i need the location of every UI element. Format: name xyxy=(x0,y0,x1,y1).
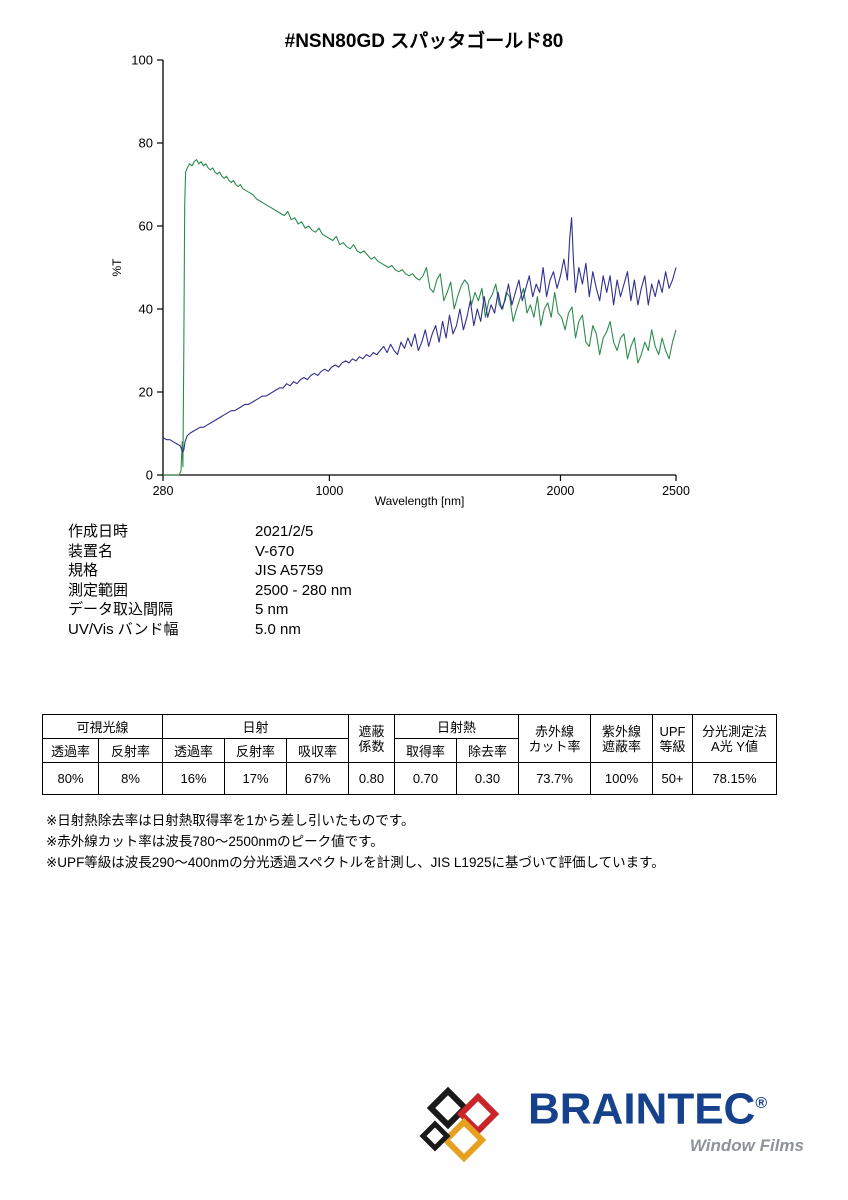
svg-text:0: 0 xyxy=(146,468,153,483)
value-upf: 50+ xyxy=(652,762,693,795)
col-group-solar: 日射 xyxy=(162,714,349,739)
col-group-solar-heat: 日射熱 xyxy=(394,714,519,739)
meta-value: V-670 xyxy=(255,542,295,560)
brand-subtitle: Window Films xyxy=(689,1135,804,1155)
results-header-groups: 可視光線 日射 遮蔽 係数 日射熱 赤外線 カット率 紫外線 遮蔽率 UPF 等… xyxy=(42,714,777,763)
svg-text:100: 100 xyxy=(131,53,153,68)
meta-row-standard: 規格 JIS A5759 xyxy=(68,561,352,581)
measurement-metadata: 作成日時 2021/2/5 装置名 V-670 規格 JIS A5759 測定範… xyxy=(68,522,352,639)
value-uv-block: 100% xyxy=(590,762,653,795)
value-shading-coef: 0.80 xyxy=(348,762,395,795)
braintec-logo: BRAINTEC® Window Films xyxy=(418,1080,810,1166)
svg-text:280: 280 xyxy=(153,484,174,498)
meta-row-bandwidth: UV/Vis バンド幅 5.0 nm xyxy=(68,620,352,640)
registered-mark: ® xyxy=(755,1095,768,1112)
value-heat-reject: 0.30 xyxy=(456,762,519,795)
svg-text:2000: 2000 xyxy=(547,484,575,498)
svg-text:%T: %T xyxy=(110,258,124,277)
meta-label: 測定範囲 xyxy=(68,581,129,599)
meta-value: 2500 - 280 nm xyxy=(255,581,352,599)
col-solar-abs: 吸収率 xyxy=(286,738,349,763)
value-vl-trans: 80% xyxy=(42,762,99,795)
col-shading-coefficient: 遮蔽 係数 xyxy=(348,714,395,763)
meta-value: JIS A5759 xyxy=(255,562,324,579)
meta-value: 5 nm xyxy=(255,601,289,618)
col-spectro: 分光測定法 A光 Y値 xyxy=(692,714,777,763)
results-values-row: 80% 8% 16% 17% 67% 0.80 0.70 0.30 73.7% … xyxy=(42,762,777,795)
col-vl-trans: 透過率 xyxy=(42,738,99,763)
svg-text:1000: 1000 xyxy=(315,484,343,498)
col-ir-cut: 赤外線 カット率 xyxy=(518,714,591,763)
spectrum-chart-svg: 0 20 40 60 80 100 280 1000 2000 2500 %T Wavelength … xyxy=(110,53,690,509)
meta-value: 5.0 nm xyxy=(255,620,301,638)
footnote-heat-reject: ※日射熱除去率は日射熱取得率を1から差し引いたものです。 xyxy=(46,813,415,828)
value-heat-gain: 0.70 xyxy=(394,762,457,795)
svg-text:40: 40 xyxy=(139,302,153,317)
footnote-ir-cut: ※赤外線カット率は波長780〜2500nmのピーク値です。 xyxy=(46,834,384,849)
col-uv-block: 紫外線 遮蔽率 xyxy=(590,714,653,763)
col-heat-reject: 除去率 xyxy=(456,738,519,763)
results-table: 可視光線 日射 遮蔽 係数 日射熱 赤外線 カット率 紫外線 遮蔽率 UPF 等… xyxy=(42,714,777,795)
footnote-upf: ※UPF等級は波長290〜400nmの分光透過スペクトルを計測し、JIS L19… xyxy=(46,855,665,870)
value-spectro-y: 78.15% xyxy=(692,762,777,795)
brand-name: BRAINTEC® xyxy=(528,1084,768,1134)
value-solar-refl: 17% xyxy=(224,762,287,795)
meta-row-range: 測定範囲 2500 - 280 nm xyxy=(68,581,352,601)
meta-label: データ取込間隔 xyxy=(68,601,174,618)
value-ir-cut: 73.7% xyxy=(518,762,591,795)
meta-value: 2021/2/5 xyxy=(255,523,314,540)
col-solar-refl: 反射率 xyxy=(224,738,287,763)
results-header-subs: 透過率 反射率 透過率 反射率 吸収率 取得率 除去率 xyxy=(42,738,777,763)
col-upf: UPF 等級 xyxy=(652,714,693,763)
meta-row-interval: データ取込間隔 5 nm xyxy=(68,600,352,620)
svg-text:80: 80 xyxy=(139,136,153,151)
spectrum-chart: 0 20 40 60 80 100 280 1000 2000 2500 %T Wavelength … xyxy=(105,52,705,512)
col-group-visible-light: 可視光線 xyxy=(42,714,163,739)
col-solar-trans: 透過率 xyxy=(162,738,225,763)
svg-text:60: 60 xyxy=(139,219,153,234)
value-solar-abs: 67% xyxy=(286,762,349,795)
braintec-diamonds-icon xyxy=(419,1086,500,1163)
footnotes: ※日射熱除去率は日射熱取得率を1から差し引いたものです。 ※赤外線カット率は波長… xyxy=(46,810,665,873)
svg-text:Wavelength [nm]: Wavelength [nm] xyxy=(375,494,465,508)
meta-row-instrument: 装置名 V-670 xyxy=(68,542,352,562)
meta-label: UV/Vis バンド幅 xyxy=(68,620,179,638)
col-vl-refl: 反射率 xyxy=(98,738,163,763)
meta-label: 作成日時 xyxy=(68,523,129,540)
meta-row-created: 作成日時 2021/2/5 xyxy=(68,522,352,542)
col-heat-gain: 取得率 xyxy=(394,738,457,763)
svg-text:20: 20 xyxy=(139,385,153,400)
page-title: #NSN80GD スパッタゴールド80 xyxy=(284,31,564,52)
meta-label: 装置名 xyxy=(68,542,114,560)
svg-text:2500: 2500 xyxy=(662,484,690,498)
value-solar-trans: 16% xyxy=(162,762,225,795)
logo-text: BRAINTEC® Window Films xyxy=(528,1080,810,1156)
meta-label: 規格 xyxy=(68,562,99,579)
value-vl-refl: 8% xyxy=(98,762,163,795)
